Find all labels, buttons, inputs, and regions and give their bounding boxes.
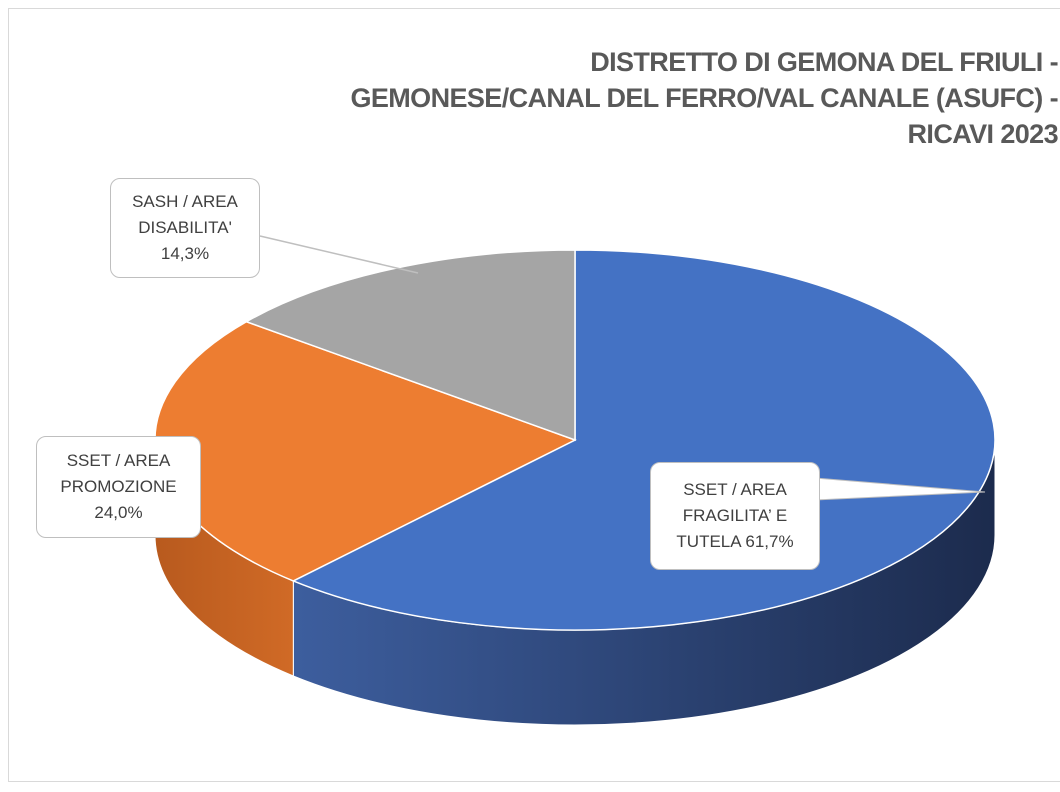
chart-title: DISTRETTO DI GEMONA DEL FRIULI - GEMONES… — [350, 47, 1058, 149]
value-label: 61,7% — [745, 532, 794, 551]
data-label-text: SASH / AREA DISABILITA' 14,3% — [119, 189, 251, 267]
data-label: SSET / AREA PROMOZIONE 24,0% — [36, 436, 201, 538]
pie-slice — [244, 249, 576, 442]
value-label: 14,3% — [160, 244, 210, 263]
category-name: SSET / AREA PROMOZIONE — [60, 451, 177, 496]
value-label: 24,0% — [94, 503, 143, 522]
data-label-text: SSET / AREA FRAGILITA’ E TUTELA 61,7% — [659, 477, 811, 555]
data-label-text: SSET / AREA PROMOZIONE 24,0% — [45, 448, 192, 526]
category-name: SSET / AREA FRAGILITA’ E TUTELA — [676, 480, 788, 551]
category-name: SASH / AREA DISABILITA' — [132, 192, 238, 237]
chart-frame — [8, 8, 1060, 782]
data-label: SASH / AREA DISABILITA' 14,3% — [110, 178, 260, 278]
leader-line — [259, 235, 419, 274]
data-label: SSET / AREA FRAGILITA’ E TUTELA 61,7% — [650, 462, 820, 570]
